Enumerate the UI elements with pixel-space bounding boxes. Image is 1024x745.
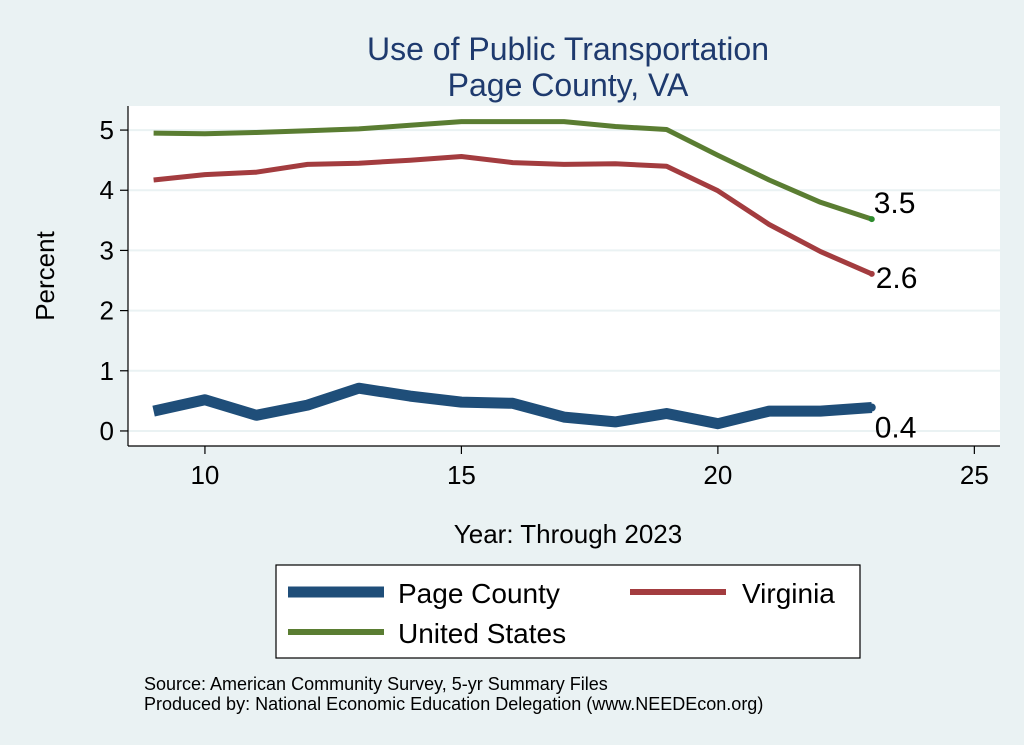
- x-tick-label-20: 20: [703, 460, 732, 490]
- series-line-page-county: [152, 382, 873, 430]
- legend-label-page-county: Page County: [398, 578, 560, 609]
- legend-label-united-states: United States: [398, 618, 566, 649]
- produced-by-note: Produced by: National Economic Education…: [144, 694, 763, 714]
- end-label-virginia: 2.6: [876, 262, 918, 295]
- y-tick-label-5: 5: [100, 115, 114, 145]
- source-note: Source: American Community Survey, 5-yr …: [144, 674, 608, 694]
- y-tick-label-1: 1: [100, 356, 114, 386]
- end-label-page-county: 0.4: [875, 411, 917, 444]
- x-axis-title: Year: Through 2023: [454, 519, 682, 549]
- axes: 0 1 2 3 4 5 10 15 20 25: [100, 106, 1000, 490]
- series-end-point-page-county: [867, 403, 876, 412]
- y-tick-label-4: 4: [100, 175, 114, 205]
- y-tick-label-2: 2: [100, 296, 114, 326]
- legend: Page County Virginia United States: [275, 564, 861, 659]
- chart-subtitle: Page County, VA: [448, 67, 689, 103]
- end-labels: 0.4 2.6 3.5: [874, 187, 918, 444]
- series-end-point-virginia: [868, 270, 875, 277]
- legend-box: [275, 564, 861, 659]
- series-end-point-united-states: [868, 216, 875, 223]
- series-lines: [152, 119, 876, 430]
- x-tick-label-10: 10: [190, 460, 219, 490]
- series-line-united-states: [153, 119, 873, 222]
- series-line-virginia: [153, 154, 873, 277]
- x-tick-label-15: 15: [447, 460, 476, 490]
- chart-title: Use of Public Transportation: [367, 31, 769, 67]
- plot-area: [128, 106, 1000, 446]
- y-axis-title: Percent: [30, 230, 60, 320]
- y-tick-label-3: 3: [100, 235, 114, 265]
- end-label-united-states: 3.5: [874, 187, 916, 220]
- x-tick-label-25: 25: [960, 460, 989, 490]
- y-tick-label-0: 0: [100, 416, 114, 446]
- legend-label-virginia: Virginia: [742, 578, 835, 609]
